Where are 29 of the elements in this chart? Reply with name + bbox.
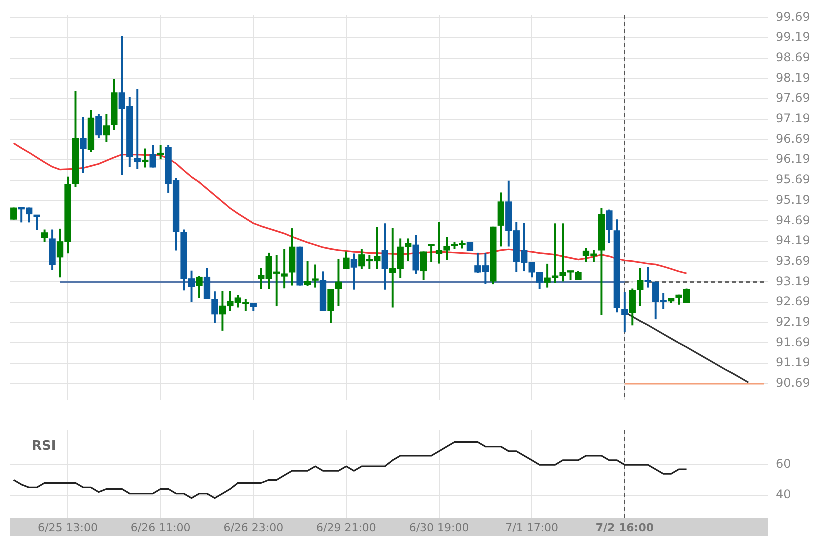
x-tick-label: 6/29 21:00	[316, 521, 376, 534]
y-tick-label: 94.19	[776, 234, 810, 248]
y-tick-label: 91.19	[776, 356, 810, 370]
y-tick-label: 99.69	[776, 10, 810, 24]
y-tick-label: 90.69	[776, 376, 810, 390]
y-tick-label: 96.69	[776, 132, 810, 146]
y-tick-label: 92.19	[776, 315, 810, 330]
y-tick-label: 40	[776, 487, 792, 502]
y-tick-label: 93.69	[776, 254, 810, 268]
y-tick-label: 94.69	[776, 213, 810, 228]
text: RSI	[32, 439, 56, 454]
y-tick-label: 97.69	[776, 91, 810, 106]
y-tick-label: 93.19	[776, 274, 810, 288]
y-tick-label: 98.19	[776, 70, 810, 85]
x-tick-label: 6/25 13:00	[38, 521, 98, 534]
y-tick-label: 60	[776, 457, 792, 472]
y-tick-label: 97.19	[776, 112, 810, 126]
y-tick-label: 98.69	[776, 50, 810, 64]
x-tick-label: 7/1 17:00	[506, 521, 559, 534]
y-tick-label: 95.19	[776, 192, 810, 207]
y-tick-label: 99.19	[776, 30, 810, 44]
x-tick-label: 6/26 23:00	[224, 521, 284, 534]
y-tick-label: 95.69	[776, 172, 810, 187]
x-tick-label: 7/2 16:00	[596, 521, 654, 534]
x-tick-label: 6/26 11:00	[130, 521, 191, 534]
y-tick-label: 96.19	[776, 152, 810, 166]
x-tick-label: 6/30 19:00	[409, 521, 470, 534]
y-tick-label: 92.69	[776, 294, 810, 309]
y-tick-label: 91.69	[776, 335, 810, 350]
